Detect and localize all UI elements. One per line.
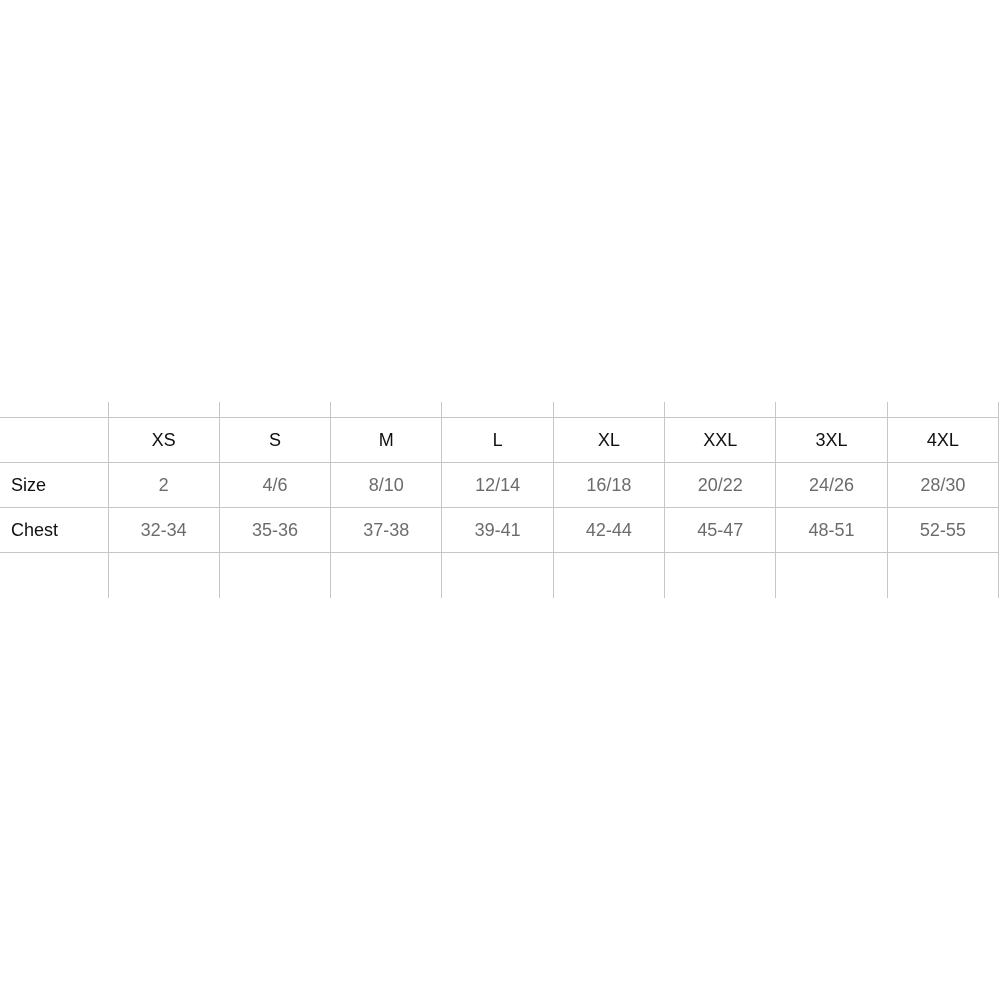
column-header: XS: [108, 417, 220, 463]
spacer-row: [0, 402, 1000, 418]
empty-cell: [108, 552, 220, 598]
empty-cell: [0, 552, 109, 598]
size-chart-table: XS S M L XL XXL 3XL 4XL Size 2 4/6 8/10 12/14 16/18 20…: [0, 402, 1000, 598]
empty-cell: [219, 552, 332, 598]
empty-cell: [664, 552, 777, 598]
column-header: XL: [553, 417, 666, 463]
table-cell: 52-55: [887, 507, 1000, 553]
column-header: 4XL: [887, 417, 1000, 463]
table-cell: 8/10: [330, 462, 443, 508]
table-cell: 24/26: [775, 462, 888, 508]
corner-cell: [0, 417, 109, 463]
row-label: Chest: [0, 507, 109, 553]
table-cell: 35-36: [219, 507, 332, 553]
empty-cell: [887, 552, 1000, 598]
empty-cell: [108, 402, 220, 418]
column-header: M: [330, 417, 443, 463]
table-cell: 37-38: [330, 507, 443, 553]
table-cell: 16/18: [553, 462, 666, 508]
row-label: Size: [0, 462, 109, 508]
header-row: XS S M L XL XXL 3XL 4XL: [0, 417, 1000, 463]
empty-cell: [330, 552, 443, 598]
column-header: S: [219, 417, 332, 463]
column-header: L: [441, 417, 554, 463]
table-cell: 2: [108, 462, 220, 508]
empty-cell: [775, 402, 888, 418]
column-header: 3XL: [775, 417, 888, 463]
empty-cell: [441, 552, 554, 598]
table-cell: 42-44: [553, 507, 666, 553]
table-cell: 32-34: [108, 507, 220, 553]
empty-cell: [553, 552, 666, 598]
table-row: Chest 32-34 35-36 37-38 39-41 42-44 45-47 48-51…: [0, 507, 1000, 553]
table-cell: 20/22: [664, 462, 777, 508]
empty-cell: [330, 402, 443, 418]
empty-cell: [664, 402, 777, 418]
empty-cell: [775, 552, 888, 598]
empty-cell: [553, 402, 666, 418]
table-cell: 28/30: [887, 462, 1000, 508]
table-cell: 4/6: [219, 462, 332, 508]
empty-cell: [887, 402, 1000, 418]
table-cell: 48-51: [775, 507, 888, 553]
table-cell: 12/14: [441, 462, 554, 508]
empty-cell: [0, 402, 109, 418]
empty-cell: [441, 402, 554, 418]
spacer-row: [0, 552, 1000, 598]
table-cell: 39-41: [441, 507, 554, 553]
table-row: Size 2 4/6 8/10 12/14 16/18 20/22 24/26 28/30: [0, 462, 1000, 508]
column-header: XXL: [664, 417, 777, 463]
empty-cell: [219, 402, 332, 418]
table-cell: 45-47: [664, 507, 777, 553]
